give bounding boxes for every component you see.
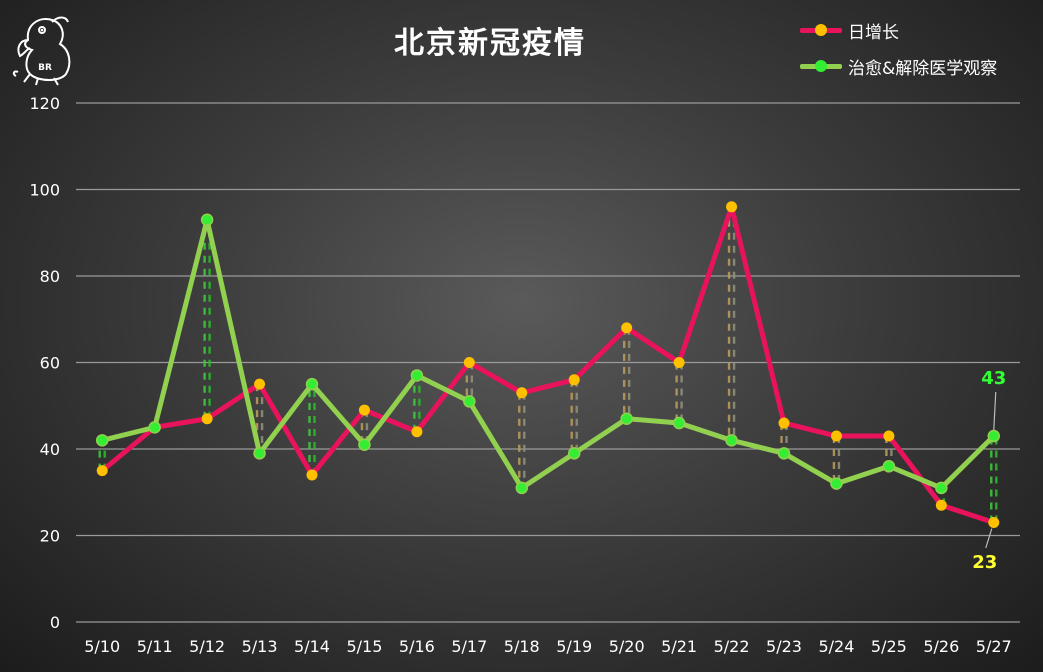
point-recovered <box>725 434 738 447</box>
point-daily <box>516 387 528 399</box>
chart-title: 北京新冠疫情 <box>394 26 586 61</box>
point-recovered <box>463 395 476 408</box>
logo-text: BR <box>38 63 52 73</box>
point-daily <box>411 426 423 438</box>
data-label-daily: 23 <box>972 552 997 573</box>
point-daily <box>726 201 738 213</box>
point-recovered <box>200 213 214 227</box>
x-tick-label: 5/26 <box>923 637 959 656</box>
x-tick-label: 5/23 <box>766 637 802 656</box>
point-daily <box>254 378 266 390</box>
point-daily <box>988 517 1000 529</box>
x-tick-label: 5/10 <box>84 637 120 656</box>
x-tick-label: 5/19 <box>556 637 592 656</box>
x-tick-label: 5/25 <box>871 637 907 656</box>
x-tick-label: 5/16 <box>399 637 435 656</box>
point-recovered <box>935 481 948 495</box>
point-daily <box>358 404 370 416</box>
point-daily <box>883 430 895 442</box>
point-daily <box>96 465 108 477</box>
point-daily <box>778 417 790 429</box>
y-tick-label: 100 <box>29 181 60 200</box>
y-tick-label: 0 <box>50 613 60 632</box>
point-recovered <box>830 477 843 490</box>
x-tick-label: 5/27 <box>976 637 1012 656</box>
point-recovered <box>305 377 319 391</box>
point-daily <box>673 357 685 368</box>
y-tick-label: 120 <box>29 94 60 113</box>
series-line-recovered <box>99 217 997 491</box>
series-line-daily <box>99 204 997 526</box>
point-recovered <box>882 460 896 473</box>
point-recovered <box>410 369 424 382</box>
legend-item-recovered: 治愈&解除医学观察 <box>800 48 997 84</box>
x-tick-label: 5/18 <box>504 637 540 656</box>
x-tick-label: 5/15 <box>346 637 382 656</box>
y-tick-label: 60 <box>40 354 60 373</box>
y-tick-label: 20 <box>40 527 60 546</box>
point-daily <box>463 357 475 368</box>
y-tick-label: 40 <box>40 440 60 459</box>
legend-label-daily: 日增长 <box>848 22 899 43</box>
point-recovered <box>987 429 1001 443</box>
point-recovered <box>148 421 161 434</box>
point-daily <box>568 374 580 386</box>
x-tick-label: 5/20 <box>609 637 645 656</box>
point-daily <box>621 322 633 334</box>
legend-item-daily: 日增长 <box>800 12 997 48</box>
point-daily <box>201 413 213 425</box>
point-recovered <box>95 434 109 447</box>
point-recovered <box>672 416 686 430</box>
point-recovered <box>253 447 266 460</box>
point-recovered <box>620 412 633 425</box>
point-daily <box>306 469 318 481</box>
x-tick-label: 5/24 <box>818 637 854 656</box>
leader-line <box>993 391 997 431</box>
x-tick-label: 5/14 <box>294 637 330 656</box>
point-daily <box>935 499 947 511</box>
x-tick-label: 5/22 <box>714 637 750 656</box>
data-label-recovered: 43 <box>981 368 1006 389</box>
point-recovered <box>567 447 581 460</box>
x-tick-label: 5/11 <box>137 637 173 656</box>
legend-swatch-recovered <box>800 59 842 73</box>
leader-line <box>985 528 993 549</box>
x-tick-label: 5/17 <box>451 637 487 656</box>
parrot-logo: BR <box>12 16 71 86</box>
y-tick-label: 80 <box>40 267 60 286</box>
x-tick-label: 5/12 <box>189 637 225 656</box>
point-recovered <box>358 438 371 451</box>
point-daily <box>830 430 842 442</box>
legend: 日增长 治愈&解除医学观察 <box>800 12 997 84</box>
legend-label-recovered: 治愈&解除医学观察 <box>848 58 998 79</box>
x-tick-label: 5/21 <box>661 637 697 656</box>
x-tick-label: 5/13 <box>242 637 278 656</box>
point-recovered <box>777 447 791 460</box>
legend-swatch-daily <box>800 23 842 37</box>
point-recovered <box>515 481 529 495</box>
